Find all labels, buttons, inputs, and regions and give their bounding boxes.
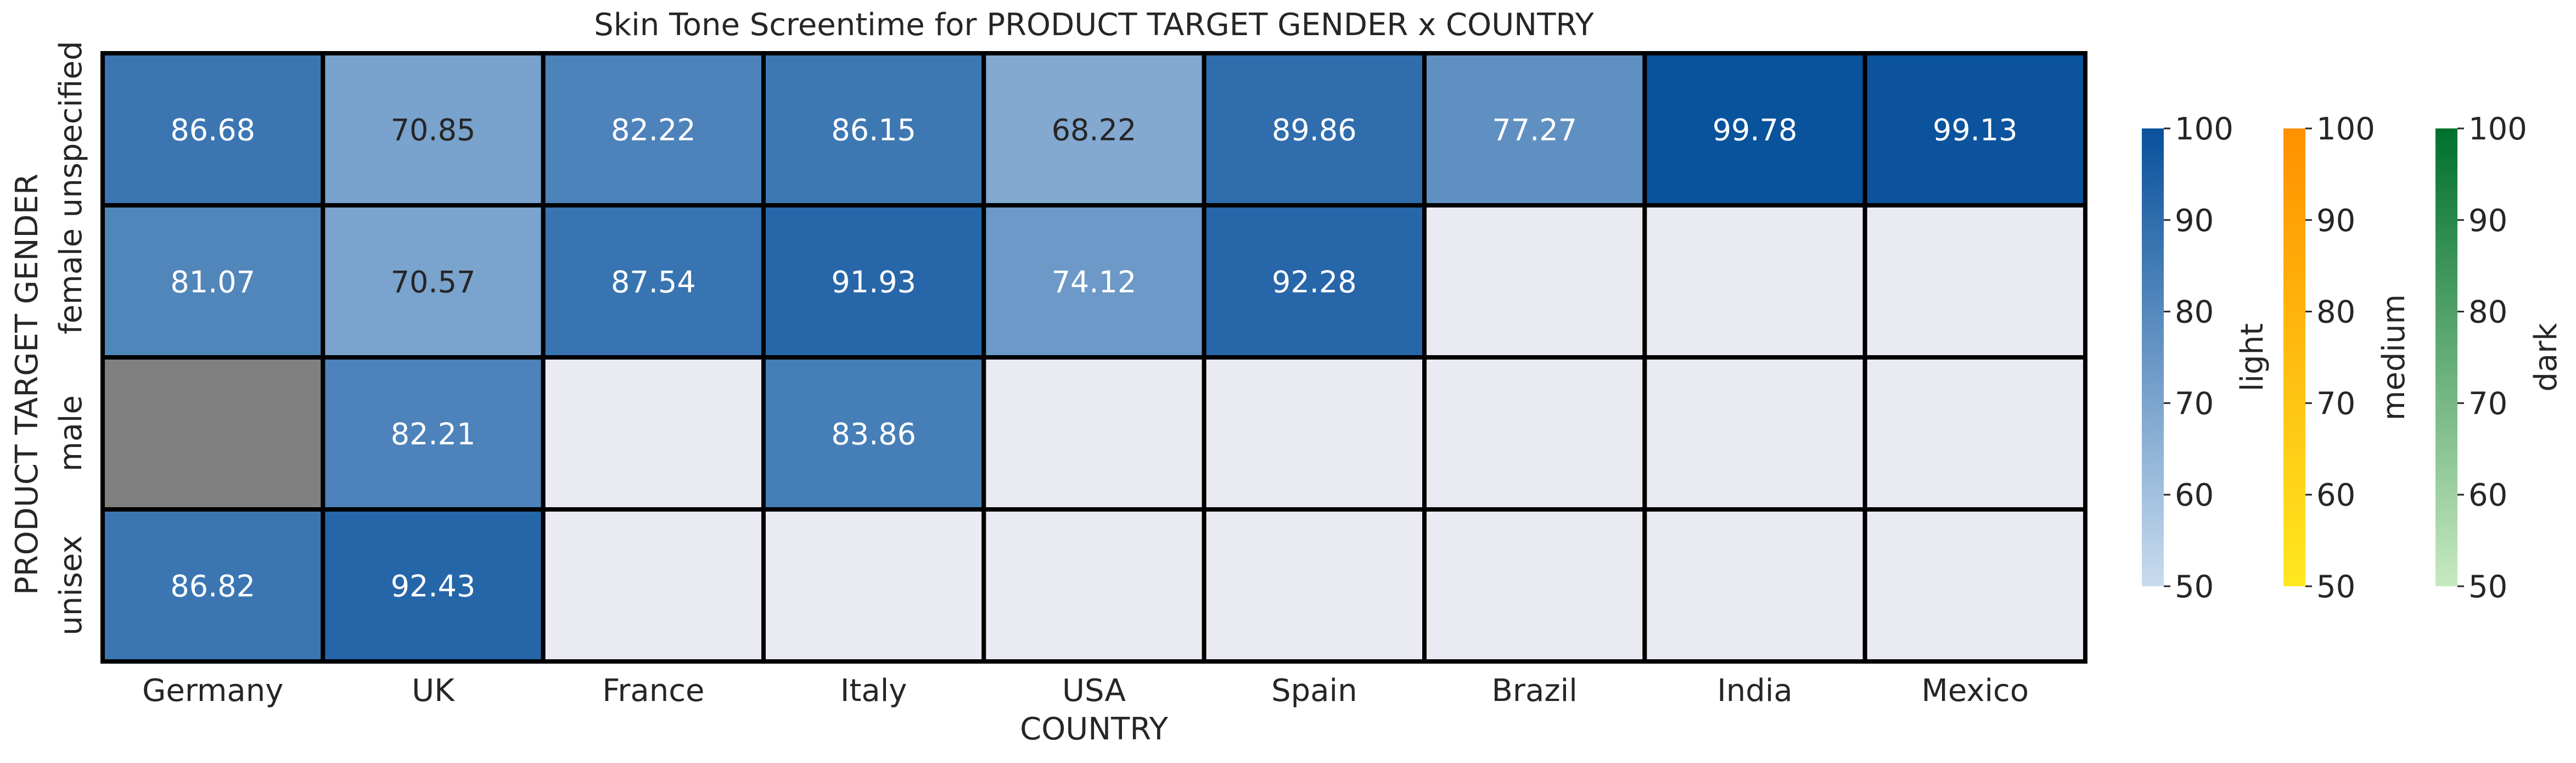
x-tick-label: Spain — [1271, 673, 1357, 709]
x-tick-label: Italy — [840, 673, 907, 709]
heatmap-cell — [1422, 507, 1647, 664]
colorbar-tick-label: 90 — [2316, 203, 2355, 239]
heatmap-cells: 86.68 70.85 82.22 86.15 68.22 89.86 77.27 99.78… — [100, 51, 2088, 664]
heatmap-cell — [100, 355, 325, 512]
heatmap-cell — [981, 507, 1206, 664]
y-tick-labels: unspecified female male unisex — [53, 41, 89, 636]
heatmap-border — [101, 52, 2087, 663]
heatmap-cell — [1422, 203, 1647, 360]
heatmap-cell — [1862, 355, 2088, 512]
colorbar-tick-label: 60 — [2468, 478, 2507, 513]
cell-value-label: 82.22 — [611, 113, 696, 148]
cell-value-label: 68.22 — [1052, 113, 1137, 148]
x-axis-label: COUNTRY — [1020, 711, 1169, 747]
y-tick-label: male — [53, 395, 89, 472]
x-tick-labels: Germany UK France Italy USA Spain Brazil India M… — [142, 673, 2029, 709]
cell-value-label: 86.68 — [170, 113, 255, 148]
y-tick-label: unisex — [53, 535, 89, 635]
colorbars: 50 60 70 80 90 100 light 50 60 70 80 90 100 medium 50 6… — [2142, 111, 2564, 605]
x-tick-label: Mexico — [1922, 673, 2029, 709]
heatmap-cell — [1422, 355, 1647, 512]
heatmap-cell — [541, 203, 766, 360]
heatmap-cell — [761, 507, 986, 664]
cell-value-label: 92.43 — [391, 569, 476, 604]
cell-value-label: 82.21 — [391, 417, 476, 452]
colorbar-tick-label: 100 — [2468, 111, 2527, 147]
colorbar-tick-label: 80 — [2468, 295, 2507, 330]
x-tick-label: France — [602, 673, 704, 709]
colorbar-label: medium — [2376, 294, 2412, 420]
colorbar-tick-label: 70 — [2468, 386, 2507, 422]
heatmap-cell — [1202, 51, 1427, 207]
cell-value-label: 99.13 — [1933, 113, 2018, 148]
heatmap-cell — [1642, 51, 1867, 207]
cell-value-label: 70.57 — [391, 265, 476, 300]
heatmap-cell — [100, 203, 325, 360]
x-tick-label: India — [1717, 673, 1792, 709]
colorbar-tick-label: 90 — [2468, 203, 2507, 239]
cell-value-label: 89.86 — [1272, 113, 1357, 148]
colorbar-tick-label: 50 — [2316, 569, 2355, 605]
colorbar-tick-label: 70 — [2175, 386, 2214, 422]
y-tick-label: unspecified — [53, 41, 89, 218]
heatmap-cell — [761, 355, 986, 512]
x-tick-label: Germany — [142, 673, 283, 709]
heatmap-cell — [981, 355, 1206, 512]
cell-value-label: 70.85 — [391, 113, 476, 148]
heatmap-cell — [1642, 507, 1867, 664]
cell-value-label: 91.93 — [831, 265, 916, 300]
heatmap-cell — [321, 507, 546, 664]
colorbar-tick-label: 80 — [2316, 295, 2355, 330]
cell-value-label: 74.12 — [1052, 265, 1137, 300]
heatmap-cell — [1642, 355, 1867, 512]
heatmap-cell — [1202, 355, 1427, 512]
colorbar-tick-label: 50 — [2175, 569, 2214, 605]
colorbar-label: light — [2235, 323, 2270, 391]
colorbar-dark — [2435, 128, 2457, 586]
cell-value-label: 99.78 — [1713, 113, 1798, 148]
colorbar-tick-label: 90 — [2175, 203, 2214, 239]
heatmap-cell — [1202, 507, 1427, 664]
colorbar-tick-label: 100 — [2175, 111, 2233, 147]
colorbar-tick-label: 100 — [2316, 111, 2375, 147]
colorbar-light — [2142, 128, 2164, 586]
x-tick-label: Brazil — [1492, 673, 1578, 709]
cell-value-label: 77.27 — [1492, 113, 1577, 148]
cell-value-label: 83.86 — [831, 417, 916, 452]
chart-title: Skin Tone Screentime for PRODUCT TARGET … — [594, 7, 1594, 43]
colorbar-tick-label: 80 — [2175, 295, 2214, 330]
colorbar-medium — [2283, 128, 2305, 586]
colorbar-tick-label: 60 — [2316, 478, 2355, 513]
heatmap-cell — [1642, 203, 1867, 360]
y-axis-label: PRODUCT TARGET GENDER — [9, 173, 45, 595]
cell-value-label: 86.82 — [170, 569, 255, 604]
y-tick-label: female — [53, 228, 89, 334]
cell-value-label: 87.54 — [611, 265, 696, 300]
colorbar-tick-label: 70 — [2316, 386, 2355, 422]
x-tick-label: UK — [412, 673, 455, 709]
cell-value-label: 92.28 — [1272, 265, 1357, 300]
cell-value-label: 86.15 — [831, 113, 916, 148]
heatmap-cell — [981, 203, 1206, 360]
heatmap-cell — [321, 355, 546, 512]
cell-value-label: 81.07 — [170, 265, 255, 300]
colorbar-label: dark — [2528, 323, 2564, 392]
heatmap-cell — [321, 51, 546, 207]
heatmap-cell — [1862, 203, 2088, 360]
heatmap-cell — [1862, 507, 2088, 664]
heatmap-cell — [541, 507, 766, 664]
heatmap-cell — [541, 355, 766, 512]
colorbar-tick-label: 60 — [2175, 478, 2214, 513]
x-tick-label: USA — [1062, 673, 1126, 709]
colorbar-tick-label: 50 — [2468, 569, 2507, 605]
